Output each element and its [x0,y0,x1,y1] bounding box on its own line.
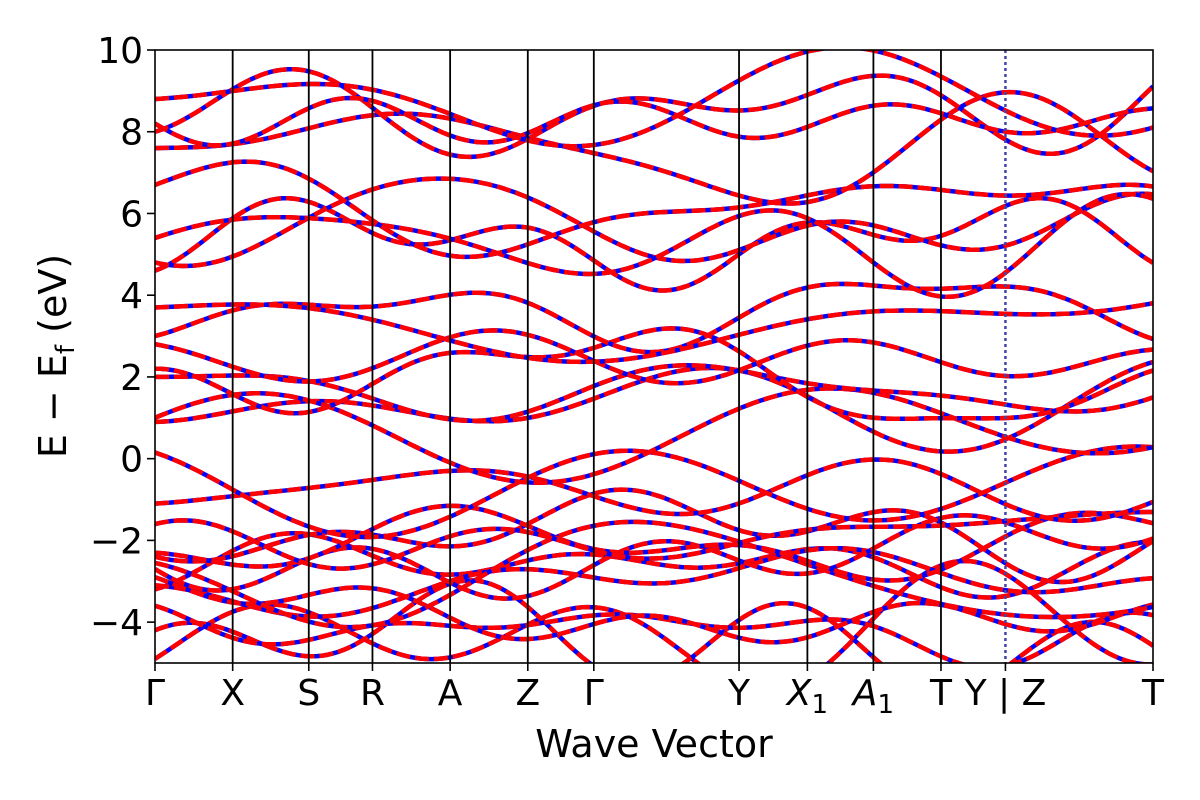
band-line-calc-b [155,363,1153,424]
y-axis-title-unit: (eV) [31,254,75,333]
band-line-calc-b [155,281,1153,355]
band-line-calc-b [155,444,1153,540]
band-line-calc-b [155,603,1153,663]
band-line-calc-a [155,545,1153,619]
band-line-calc-b [155,530,1153,600]
y-axis-ticks: −4 −2 0 2 4 6 8 10 [90,31,155,644]
x-tick-label: R [360,673,385,714]
bands-layer [155,50,1153,663]
band-line-calc-b [155,509,1153,571]
x-tick-label: Z [515,673,540,714]
x-tick-label: A [438,673,463,714]
x-tick-label: S [297,673,320,714]
y-tick-label: −4 [90,603,143,644]
high-symmetry-lines [231,50,1007,663]
band-line-calc-b [155,95,1153,148]
y-tick-label: 10 [97,31,143,72]
y-tick-label: 0 [120,440,143,481]
plot-frame [154,49,1154,664]
x-tick-label: X1 [785,673,828,720]
band-line-calc-b [155,50,1153,149]
x-tick-label: Y | Z [964,673,1047,714]
band-line-calc-b [155,328,1153,386]
band-line-calc-b [155,487,1153,585]
x-tick-label: Y [727,673,751,714]
band-line-calc-b [155,89,1153,206]
band-line-calc-b [155,195,1153,293]
y-tick-label: −2 [90,521,143,562]
band-line-calc-a [155,281,1153,355]
x-tick-label: T [929,673,953,714]
y-axis-title: E − Ef (eV) [31,254,81,458]
band-line-calc-b [155,386,1153,485]
band-line-calc-b [155,191,1153,300]
y-tick-label: 6 [120,194,143,235]
x-axis-ticks: Γ X S R A Z Γ Y X1 A1 T Y | Z T [145,663,1165,720]
band-line-calc-b [155,578,1153,663]
band-line-calc-b [155,519,1153,630]
band-line-calc-b [155,359,1153,454]
x-tick-label: Γ [145,673,165,714]
band-line-calc-b [155,575,1153,645]
band-line-calc-b [155,159,1153,260]
y-tick-label: 4 [120,276,143,317]
band-line-calc-b [155,176,1153,269]
band-line-calc-b [155,457,1153,523]
y-axis-title-subscript: f [51,344,81,354]
x-tick-label: A1 [851,673,894,720]
band-line-calc-b [155,300,1153,365]
y-tick-label: 2 [120,358,143,399]
x-axis-title: Wave Vector [535,722,773,766]
x-tick-label: Γ [584,673,604,714]
y-axis-title-main: E − E [31,354,75,458]
x-tick-label: T [1141,673,1165,714]
band-line-calc-b [155,326,1153,422]
x-tick-label: X [220,673,245,714]
y-tick-label: 8 [120,113,143,154]
band-line-calc-b [155,503,1153,583]
